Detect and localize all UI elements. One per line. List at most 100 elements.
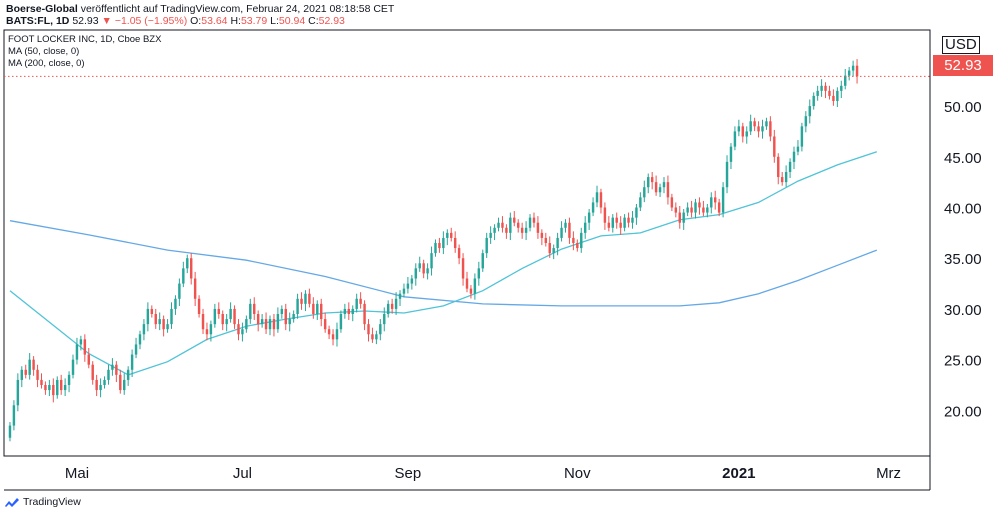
candle-body: [836, 90, 839, 101]
x-tick-label: 2021: [722, 465, 755, 482]
candle-body: [331, 334, 335, 340]
candle-body: [820, 85, 823, 91]
candle-body: [99, 385, 102, 391]
candle-body: [371, 334, 374, 340]
publish-text: veröffentlicht auf TradingView.com, Febr…: [80, 3, 395, 15]
candle-body: [674, 207, 678, 213]
publisher-name[interactable]: Boerse-Global: [6, 3, 78, 15]
candle-body: [229, 308, 232, 320]
candle-body: [253, 303, 256, 314]
candle-body: [737, 126, 741, 132]
candle-body: [249, 303, 252, 320]
candle-body: [844, 75, 847, 86]
candle-body: [48, 385, 51, 391]
candle-body: [796, 146, 800, 152]
candle-body: [725, 161, 729, 188]
candle-body: [170, 308, 173, 325]
candle-body: [300, 298, 303, 304]
candle-body: [572, 237, 575, 243]
candle-body: [729, 146, 733, 162]
candle-body: [481, 253, 484, 269]
candle-body: [686, 207, 689, 213]
candle-body: [540, 232, 544, 238]
candle-body: [717, 202, 721, 213]
candle-body: [493, 227, 496, 233]
candle-body: [615, 217, 618, 223]
candle-body: [414, 268, 418, 279]
ma200-legend[interactable]: MA (200, close, 0): [8, 58, 85, 69]
y-tick-label: 45.00: [944, 150, 982, 167]
candle-body: [379, 324, 382, 335]
candle-body: [513, 217, 516, 223]
change-value: ▼ −1.05 (−1.95%): [101, 15, 188, 27]
instrument-legend[interactable]: FOOT LOCKER INC, 1D, Cboe BZX: [8, 34, 162, 45]
candle-body: [595, 192, 599, 203]
candle-body: [83, 339, 87, 355]
candle-body: [552, 248, 555, 254]
footer-brand[interactable]: TradingView: [4, 496, 81, 508]
candle-body: [662, 182, 666, 188]
candle-body: [335, 329, 339, 340]
candle-body: [276, 314, 280, 330]
candle-body: [347, 308, 351, 314]
price-scale[interactable]: 20.00 25.00 30.00 35.00 40.00 45.00 50.00: [944, 99, 982, 420]
candle-body: [383, 314, 386, 325]
candle-body: [386, 303, 390, 314]
candle-body: [516, 222, 520, 228]
candle-body: [36, 369, 39, 380]
candle-body: [95, 379, 98, 391]
candle-body: [816, 90, 819, 96]
candle-body: [146, 308, 150, 325]
candle-body: [639, 197, 642, 208]
candle-body: [761, 126, 764, 132]
publish-info: Boerse-Global veröffentlicht auf Trading…: [6, 3, 394, 15]
ma50-line: [9, 151, 878, 376]
candle-body: [580, 232, 583, 249]
candle-body: [154, 314, 157, 325]
candle-body: [182, 268, 185, 284]
candle-body: [599, 192, 603, 208]
candle-body: [430, 253, 433, 269]
close-label: C:: [308, 15, 319, 27]
candle-body: [284, 308, 287, 325]
candle-body: [658, 187, 662, 193]
high-value: 53.79: [240, 15, 268, 27]
candle-body: [28, 359, 31, 375]
candle-body: [654, 182, 658, 193]
candle-body: [745, 131, 748, 137]
candle-body: [268, 319, 272, 330]
candle-body: [733, 131, 737, 147]
candle-body: [16, 379, 20, 406]
candle-body: [438, 243, 441, 249]
time-scale[interactable]: Mai Jul Sep Nov 2021 Mrz: [65, 465, 901, 482]
candle-body: [272, 319, 276, 330]
candle-body: [840, 85, 843, 91]
currency-label[interactable]: USD: [942, 36, 980, 54]
candle-body: [670, 197, 674, 208]
candle-body: [213, 308, 217, 325]
candle-body: [548, 243, 551, 254]
candle-body: [351, 308, 354, 314]
ma50-legend[interactable]: MA (50, close, 0): [8, 46, 80, 57]
candle-body: [647, 177, 650, 188]
candle-body: [564, 222, 567, 228]
candle-body: [142, 324, 146, 335]
candle-body: [505, 227, 508, 233]
candle-body: [87, 354, 90, 365]
candle-body: [178, 283, 181, 299]
candle-body: [631, 217, 634, 223]
candle-body: [698, 202, 701, 208]
candle-body: [205, 329, 209, 335]
last-price-badge: 52.93: [933, 55, 993, 76]
candle-body: [158, 319, 161, 325]
candle-body: [316, 303, 319, 314]
candle-body: [713, 197, 717, 203]
candle-body: [32, 359, 35, 370]
candle-body: [556, 237, 559, 249]
candle-body: [103, 379, 106, 385]
candle-body: [225, 319, 228, 325]
candle-body: [119, 374, 122, 391]
candle-body: [367, 324, 370, 335]
y-tick-label: 30.00: [944, 302, 982, 319]
candle-body: [682, 212, 685, 223]
